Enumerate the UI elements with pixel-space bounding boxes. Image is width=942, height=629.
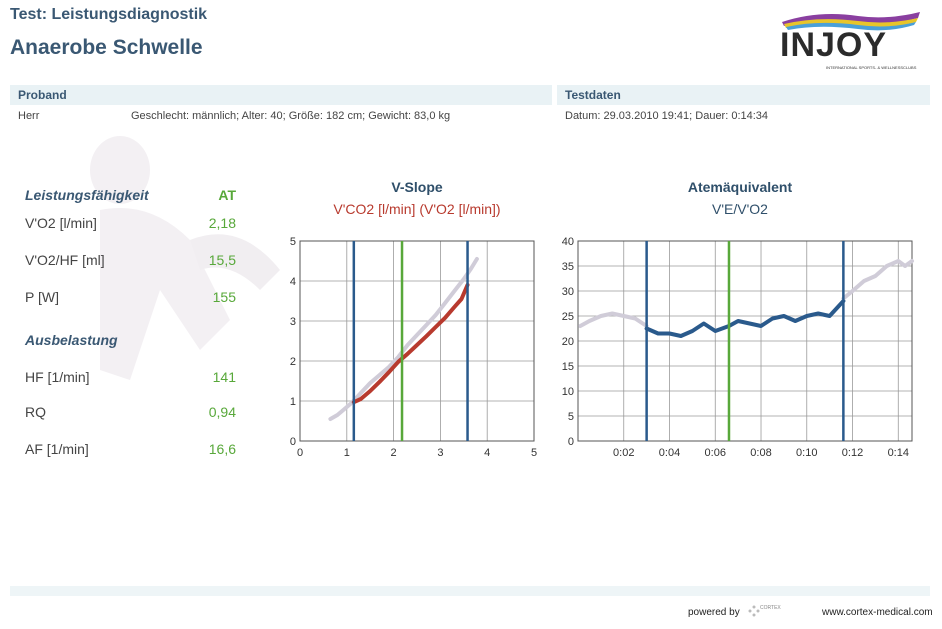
series-line bbox=[328, 257, 479, 421]
y-tick-label: 5 bbox=[290, 236, 296, 248]
y-tick-label: 35 bbox=[562, 261, 574, 273]
injoy-logo: INJOY INTERNATIONAL SPORTS- & WELLNESSCL… bbox=[778, 8, 924, 72]
vslope-title: V-Slope bbox=[391, 179, 443, 195]
cortex-logo: CORTEX bbox=[746, 603, 781, 624]
metric-value: 155 bbox=[212, 289, 236, 305]
cortex-dots-icon bbox=[748, 605, 760, 617]
metric-value: 0,94 bbox=[208, 404, 236, 420]
proband-salutation: Herr bbox=[18, 110, 40, 122]
at-column-heading: AT bbox=[218, 187, 236, 203]
x-tick-label: 0:04 bbox=[659, 447, 680, 459]
x-tick-label: 0:02 bbox=[613, 447, 634, 459]
x-tick-label: 2 bbox=[391, 447, 397, 459]
page-title: Anaerobe Schwelle bbox=[10, 36, 203, 59]
series-line bbox=[351, 283, 470, 405]
y-tick-label: 30 bbox=[562, 286, 574, 298]
ausbelastung-heading: Ausbelastung bbox=[25, 332, 118, 348]
x-tick-label: 0:08 bbox=[750, 447, 771, 459]
atemaequivalent-chart: 0 5 10 15 20 25 30 35 40 0:02 0:04 0:06 0:08 0:10 0:12… bbox=[562, 236, 914, 459]
metric-label: RQ bbox=[25, 404, 46, 420]
cortex-text: CORTEX bbox=[760, 605, 781, 611]
series-line bbox=[644, 299, 846, 338]
y-tick-label: 15 bbox=[562, 361, 574, 373]
x-tick-label: 4 bbox=[484, 447, 490, 459]
x-tick-label: 0:06 bbox=[705, 447, 726, 459]
cortex-url-link[interactable]: www.cortex-medical.com bbox=[822, 607, 933, 618]
vslope-chart: 0 1 2 3 4 5 0 1 2 3 4 5 bbox=[290, 236, 537, 459]
metric-value: 2,18 bbox=[208, 215, 236, 231]
background-athlete-watermark bbox=[90, 136, 280, 380]
metric-label: AF [1/min] bbox=[25, 441, 89, 457]
x-tick-label: 3 bbox=[437, 447, 443, 459]
y-tick-label: 4 bbox=[290, 276, 296, 288]
proband-band bbox=[10, 85, 552, 105]
vslope-subtitle: V'CO2 [l/min] (V'O2 [l/min]) bbox=[333, 201, 501, 217]
metric-value: 15,5 bbox=[208, 252, 236, 268]
testdaten-details: Datum: 29.03.2010 19:41; Dauer: 0:14:34 bbox=[565, 110, 769, 122]
leistung-heading: Leistungsfähigkeit bbox=[25, 187, 149, 203]
x-tick-label: 0:14 bbox=[888, 447, 909, 459]
x-tick-label: 1 bbox=[344, 447, 350, 459]
y-tick-label: 0 bbox=[290, 436, 296, 448]
plot-frame bbox=[299, 240, 535, 442]
atemaequivalent-title: Atemäquivalent bbox=[687, 179, 793, 195]
proband-label: Proband bbox=[18, 88, 67, 102]
y-tick-label: 0 bbox=[568, 436, 574, 448]
y-tick-label: 3 bbox=[290, 316, 296, 328]
x-tick-label: 0:12 bbox=[842, 447, 863, 459]
metric-label: HF [1/min] bbox=[25, 369, 90, 385]
y-tick-label: 25 bbox=[562, 311, 574, 323]
metric-value: 16,6 bbox=[208, 441, 236, 457]
metric-label: P [W] bbox=[25, 289, 59, 305]
y-tick-label: 1 bbox=[290, 396, 296, 408]
testdaten-label: Testdaten bbox=[565, 88, 621, 102]
y-tick-label: 20 bbox=[562, 336, 574, 348]
logo-swoosh-icon bbox=[782, 12, 920, 31]
metric-label: V'O2/HF [ml] bbox=[25, 252, 105, 268]
plot-frame bbox=[577, 240, 913, 442]
y-tick-label: 10 bbox=[562, 386, 574, 398]
logo-tagline: INTERNATIONAL SPORTS- & WELLNESSCLUBS bbox=[826, 65, 917, 70]
series-line bbox=[841, 259, 914, 301]
atemaequivalent-subtitle: V'E/V'O2 bbox=[712, 201, 768, 217]
x-tick-label: 5 bbox=[531, 447, 537, 459]
logo-text: INJOY bbox=[780, 26, 888, 64]
proband-details: Geschlecht: männlich; Alter: 40; Größe: … bbox=[131, 110, 451, 122]
test-title: Test: Leistungsdiagnostik bbox=[10, 6, 208, 23]
x-tick-label: 0 bbox=[297, 447, 303, 459]
testdaten-band bbox=[557, 85, 930, 105]
y-tick-label: 2 bbox=[290, 356, 296, 368]
x-tick-label: 0:10 bbox=[796, 447, 817, 459]
powered-by-label: powered by bbox=[688, 607, 740, 618]
y-tick-label: 5 bbox=[568, 411, 574, 423]
series-line bbox=[578, 311, 649, 328]
footer-band bbox=[10, 586, 930, 596]
metric-value: 141 bbox=[212, 369, 236, 385]
y-tick-label: 40 bbox=[562, 236, 574, 248]
metric-label: V'O2 [l/min] bbox=[25, 215, 97, 231]
